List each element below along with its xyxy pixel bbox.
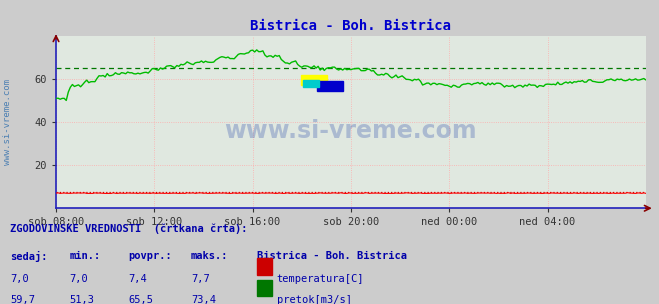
Text: 7,4: 7,4: [129, 274, 147, 284]
Text: pretok[m3/s]: pretok[m3/s]: [277, 295, 352, 304]
Text: temperatura[C]: temperatura[C]: [277, 274, 364, 284]
Text: povpr.:: povpr.:: [129, 251, 172, 261]
Text: Bistrica - Boh. Bistrica: Bistrica - Boh. Bistrica: [257, 251, 407, 261]
Text: www.si-vreme.com: www.si-vreme.com: [225, 119, 477, 143]
Text: 73,4: 73,4: [191, 295, 216, 304]
Text: sedaj:: sedaj:: [10, 251, 47, 262]
Text: maks.:: maks.:: [191, 251, 229, 261]
Bar: [317, 81, 343, 91]
Text: 65,5: 65,5: [129, 295, 154, 304]
Text: 59,7: 59,7: [10, 295, 35, 304]
Text: 7,0: 7,0: [10, 274, 28, 284]
Text: 7,0: 7,0: [69, 274, 88, 284]
Text: 51,3: 51,3: [69, 295, 94, 304]
Bar: [303, 80, 320, 87]
Title: Bistrica - Boh. Bistrica: Bistrica - Boh. Bistrica: [250, 19, 451, 33]
Text: 7,7: 7,7: [191, 274, 210, 284]
Bar: [301, 74, 328, 85]
Text: ZGODOVINSKE VREDNOSTI  (črtkana črta):: ZGODOVINSKE VREDNOSTI (črtkana črta):: [10, 223, 247, 234]
Text: min.:: min.:: [69, 251, 100, 261]
Text: www.si-vreme.com: www.si-vreme.com: [3, 79, 13, 164]
